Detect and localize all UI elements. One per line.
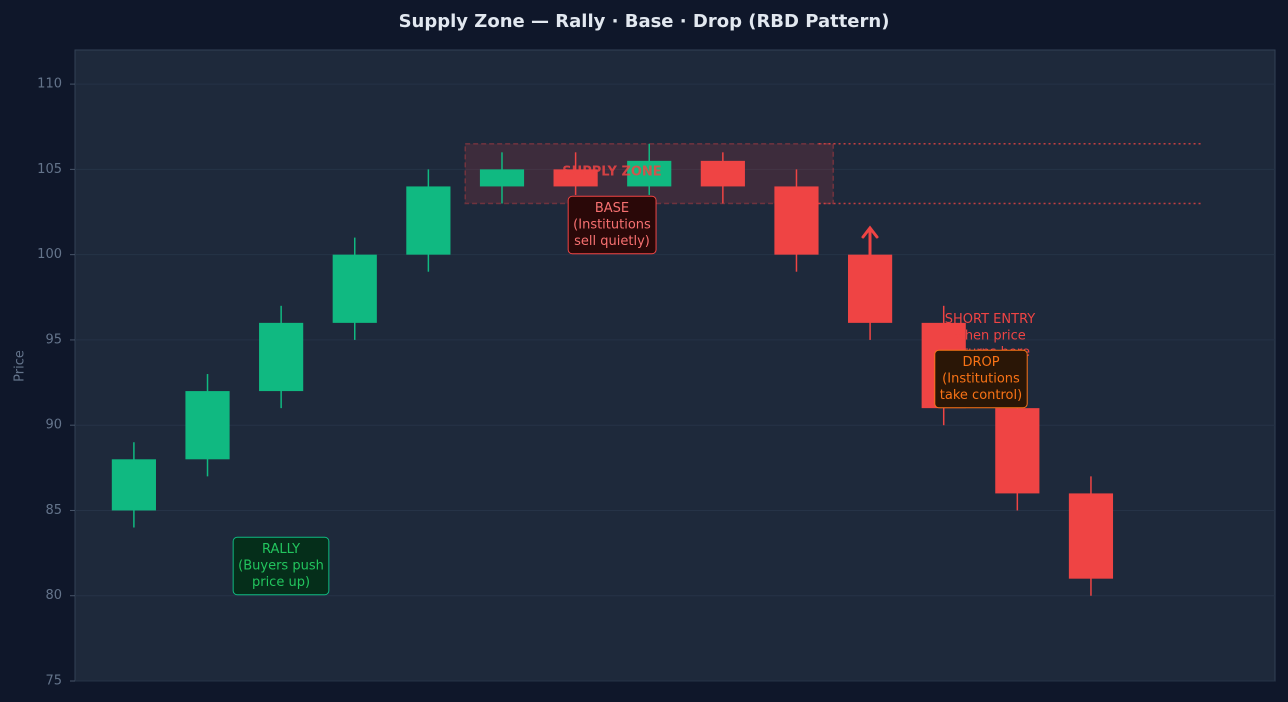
- annotation-text: sell quietly): [574, 234, 650, 249]
- annotation-box: [232, 536, 330, 596]
- annotation-text: BASE: [595, 201, 629, 216]
- annotation-text: (Buyers push: [238, 559, 324, 574]
- candle-body: [774, 186, 819, 255]
- candle-body: [332, 254, 377, 323]
- annotation-box: [934, 349, 1028, 409]
- annotation-text: DROP: [962, 355, 999, 370]
- zone-label: SUPPLY ZONE: [562, 165, 661, 180]
- annotation-text: (Institutions: [573, 218, 651, 233]
- y-tick-label: 110: [37, 77, 62, 92]
- y-tick-label: 85: [45, 503, 62, 518]
- candle-body: [553, 169, 598, 187]
- y-tick-label: 75: [45, 674, 62, 689]
- y-tick-label: 80: [45, 588, 62, 603]
- annotation-text: price up): [252, 575, 310, 590]
- y-axis-label: Price: [13, 350, 28, 382]
- chart-title: Supply Zone — Rally · Base · Drop (RBD P…: [399, 11, 890, 32]
- candle-body: [185, 391, 230, 460]
- y-tick-label: 105: [37, 162, 62, 177]
- candle-body: [111, 459, 156, 511]
- y-tick-label: 95: [45, 332, 62, 347]
- entry-arrow: [861, 225, 879, 257]
- candle-body: [700, 160, 745, 187]
- annotation-text: RALLY: [262, 542, 300, 557]
- candle-body: [479, 169, 525, 187]
- annotation-text: when price: [954, 329, 1026, 344]
- candle-body: [848, 254, 893, 323]
- annotation-text: SHORT ENTRY: [945, 312, 1036, 327]
- y-tick-label: 90: [45, 418, 62, 433]
- candle-body: [995, 408, 1040, 494]
- annotation-text: take control): [940, 388, 1022, 403]
- y-tick-label: 100: [37, 247, 62, 262]
- annotation-text: (Institutions: [942, 372, 1020, 387]
- candle-body: [406, 186, 451, 255]
- candle-body: [259, 322, 304, 392]
- annotation-box: [567, 195, 657, 255]
- candle-body: [1068, 493, 1114, 579]
- candle-body: [627, 160, 672, 187]
